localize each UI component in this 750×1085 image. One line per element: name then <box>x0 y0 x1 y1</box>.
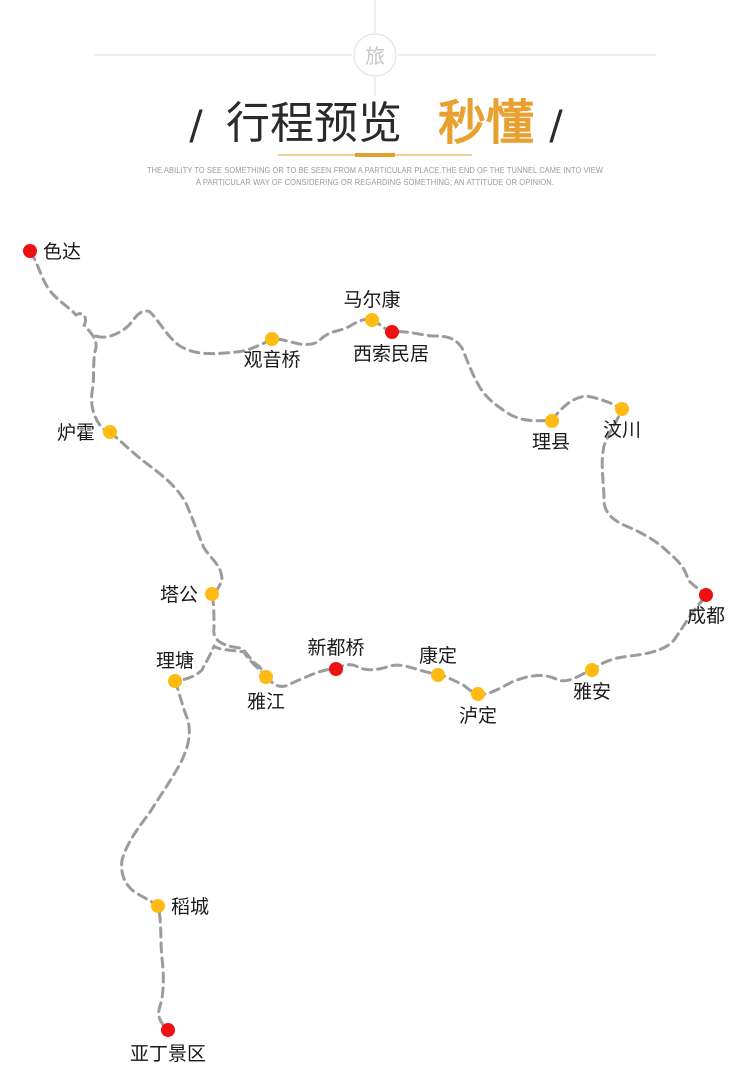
stop-marker-tagong <box>205 587 219 601</box>
stop-marker-xisuo <box>385 325 399 339</box>
place-label-luhuo: 炉霍 <box>57 422 95 444</box>
title-underline-accent <box>355 153 395 157</box>
badge-circle <box>353 33 397 77</box>
place-label-tagong: 塔公 <box>160 584 198 606</box>
place-label-maerkang: 马尔康 <box>343 289 400 311</box>
header: 旅 / 行程预览 秒懂 / THE ABILITY TO SEE SOMETHI… <box>94 0 656 187</box>
stop-marker-chengdu <box>699 588 713 602</box>
slash-right: / <box>549 103 563 149</box>
stop-marker-yading <box>161 1023 175 1037</box>
place-label-guanyinqiao: 观音桥 <box>243 349 300 371</box>
place-label-yaan: 雅安 <box>573 681 611 703</box>
place-label-yajiang: 雅江 <box>247 691 285 713</box>
page-title: 行程预览 <box>226 98 402 149</box>
stop-marker-luding <box>471 687 485 701</box>
place-label-daocheng: 稻城 <box>171 896 209 918</box>
stop-markers <box>23 244 713 1037</box>
subtitle-line-1: THE ABILITY TO SEE SOMETHING OR TO BE SE… <box>147 166 603 175</box>
route-segment-junction-maerkang <box>94 309 374 356</box>
stop-marker-yaan <box>585 663 599 677</box>
slash-left: / <box>189 103 203 149</box>
badge-char: 旅 <box>365 44 385 68</box>
place-label-seda: 色达 <box>43 241 81 263</box>
stop-marker-lixian <box>545 414 559 428</box>
place-label-lixian: 理县 <box>532 431 570 453</box>
stop-marker-kangding <box>431 668 445 682</box>
stop-marker-maerkang <box>365 313 379 327</box>
place-label-kangding: 康定 <box>419 645 457 667</box>
stop-marker-seda <box>23 244 37 258</box>
stop-marker-wenchuan <box>615 402 629 416</box>
place-label-litang: 理塘 <box>156 650 194 672</box>
route <box>28 250 708 1032</box>
stop-marker-guanyinqiao <box>265 332 279 346</box>
place-label-chengdu: 成都 <box>687 605 725 627</box>
stop-marker-yajiang <box>259 670 273 684</box>
stop-marker-xinduqiao <box>329 662 343 676</box>
place-label-yading: 亚丁景区 <box>130 1043 206 1065</box>
brand-logo: 秒懂 <box>438 95 534 151</box>
route-segment-luhuo-litang <box>108 430 268 683</box>
place-label-xinduqiao: 新都桥 <box>307 637 364 659</box>
stop-marker-litang <box>168 674 182 688</box>
place-label-luding: 泸定 <box>459 705 497 727</box>
place-label-wenchuan: 汶川 <box>603 419 641 441</box>
stop-marker-daocheng <box>151 899 165 913</box>
subtitle-line-2: A PARTICULAR WAY OF CONSIDERING OR REGAR… <box>196 178 554 187</box>
route-segment-litang-yading <box>120 679 191 1032</box>
place-label-xisuo: 西索民居 <box>353 343 429 365</box>
route-segment-seda-luhuo <box>28 250 112 434</box>
stop-marker-luhuo <box>103 425 117 439</box>
route-segment-maerkang-chengdu <box>370 318 708 597</box>
